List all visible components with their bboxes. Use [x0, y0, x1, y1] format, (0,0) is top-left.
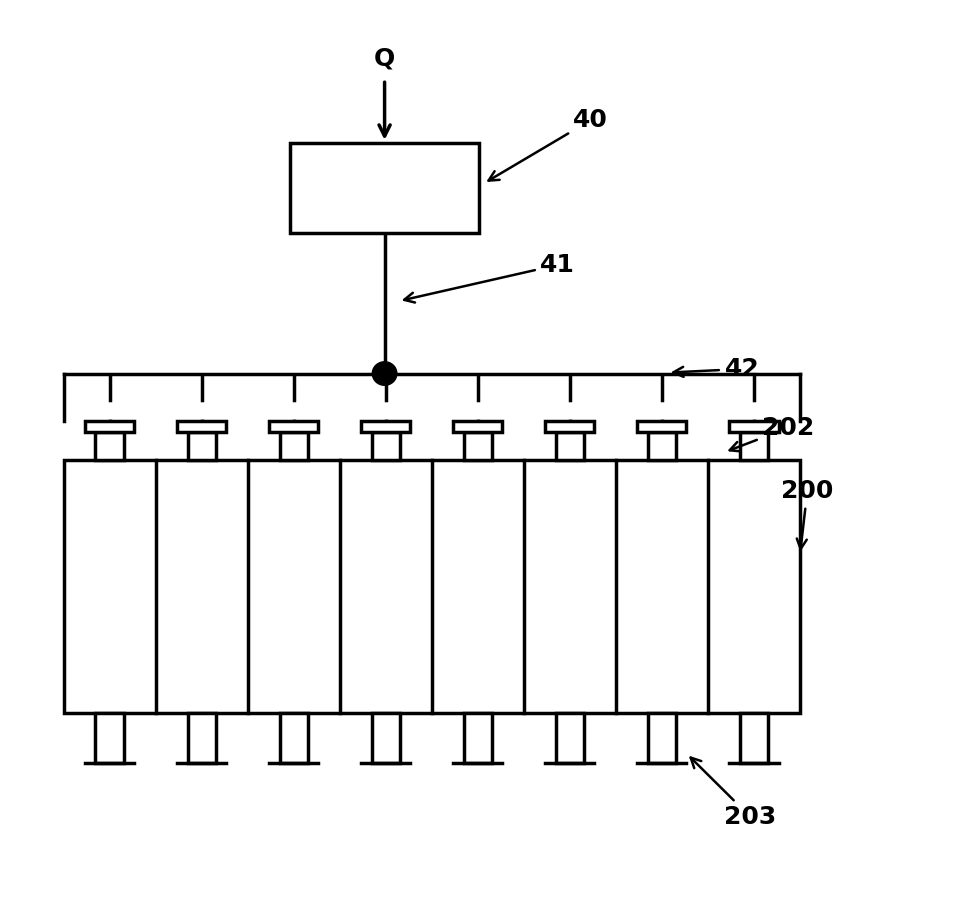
Bar [464, 713, 492, 763]
Bar [177, 422, 226, 432]
Bar [648, 713, 676, 763]
Bar [188, 432, 216, 460]
Bar [96, 432, 124, 460]
Bar [280, 432, 308, 460]
Bar [729, 422, 779, 432]
Bar [464, 432, 492, 460]
Bar [740, 713, 768, 763]
Bar [290, 142, 479, 233]
Bar [361, 422, 410, 432]
Bar [556, 713, 584, 763]
Bar [188, 713, 216, 763]
Text: 203: 203 [691, 757, 777, 829]
Text: 40: 40 [489, 108, 608, 181]
Bar [269, 422, 318, 432]
Text: Q: Q [374, 46, 396, 70]
Text: 41: 41 [404, 253, 575, 302]
Bar [372, 713, 399, 763]
Bar [740, 432, 768, 460]
Text: 42: 42 [673, 357, 760, 381]
Bar [85, 422, 134, 432]
Text: 202: 202 [730, 415, 814, 451]
Bar [545, 422, 594, 432]
Bar [63, 460, 800, 713]
Bar [280, 713, 308, 763]
Circle shape [373, 362, 397, 385]
Bar [453, 422, 502, 432]
Text: 200: 200 [781, 479, 833, 549]
Bar [372, 432, 399, 460]
Bar [96, 713, 124, 763]
Bar [648, 432, 676, 460]
Bar [556, 432, 584, 460]
Bar [637, 422, 687, 432]
